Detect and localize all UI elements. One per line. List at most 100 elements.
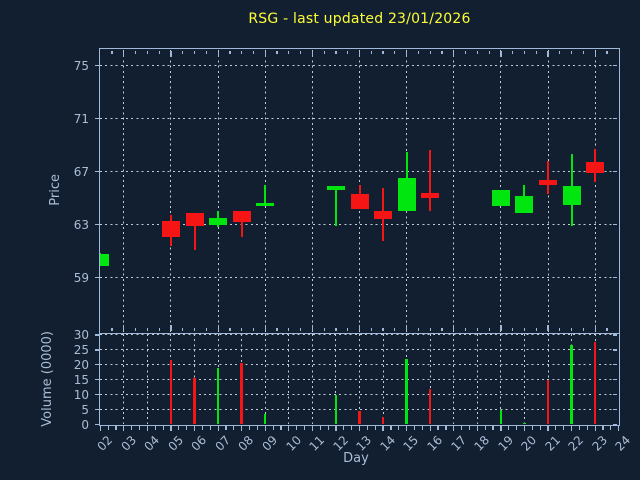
volume-bar-day-15 [405,358,408,425]
price-xtick-bottom [288,327,290,331]
candle-wick-day-21 [547,161,550,195]
candle-body-day-23 [586,162,605,174]
day-tick-mark [201,426,203,430]
day-tick-mark [351,426,353,430]
price-tick-mark [94,224,99,226]
price-xtick-top [205,51,207,55]
day-tick-mark [311,426,313,431]
day-tick-mark [209,426,211,430]
day-tick-mark [398,426,400,430]
candle-body-day-15 [397,178,416,212]
volume-panel [100,334,619,425]
volume-tick-mark [94,334,99,336]
candle-wick-day-16 [429,150,432,212]
price-xtick-top [288,51,290,55]
volume-tick-label: 10 [73,387,89,402]
price-xtick-top [453,51,455,57]
day-tick-mark [233,426,235,430]
price-tick-mark-right [613,171,618,173]
price-xtick-top [276,51,278,55]
volume-tick-label: 20 [73,357,89,372]
grid-line-v [217,49,219,333]
volume-bar-day-12 [334,394,338,425]
volume-bar-day-22 [570,345,573,425]
price-xtick-top [158,51,160,55]
volume-bar-day-16 [429,388,432,425]
price-xtick-top [571,51,573,55]
day-tick-mark [296,426,298,430]
price-tick-label: 67 [73,164,89,179]
price-xtick-top [182,51,184,55]
grid-line-v [146,334,148,425]
price-xtick-bottom [347,327,349,331]
volume-tick-label: 15 [73,372,89,387]
day-tick-mark [578,426,581,430]
day-tick-mark [280,426,282,430]
price-xtick-bottom [394,327,396,331]
candle-body-day-22 [562,186,581,205]
price-xtick-top [441,51,443,55]
price-xtick-bottom [441,327,443,331]
grid-line-v [453,49,455,333]
day-tick-mark [571,426,573,431]
volume-tick-mark [94,423,99,426]
price-xtick-top [111,51,113,55]
grid-line-v [288,334,290,425]
grid-line-v [123,334,125,425]
price-xtick-top [217,51,219,57]
price-xtick-top [476,51,478,55]
day-tick-mark [107,426,109,430]
day-tick-mark [484,426,486,430]
price-tick-mark-right [613,224,618,226]
day-tick-mark [123,426,125,431]
price-xtick-bottom [358,325,361,331]
price-tick-mark [94,171,99,173]
candle-wick-day-9 [264,184,267,205]
price-tick-mark [94,118,99,120]
volume-tick-mark-right [613,379,618,381]
day-tick-mark [539,426,541,430]
day-tick-mark [288,426,290,431]
price-xtick-bottom [158,327,160,331]
candle-body-day-21 [539,179,558,185]
day-tick-label: 24 [612,432,634,454]
candle-wick-day-6 [193,212,196,250]
x-axis-label: Day [343,451,369,466]
volume-tick-mark-right [613,349,618,351]
day-tick-mark [523,426,526,431]
volume-tick-label: 5 [81,402,89,417]
price-xtick-bottom [311,325,313,331]
price-tick-mark-right [613,277,618,279]
price-xtick-top [500,51,502,57]
candle-body-day-12 [326,186,345,191]
price-xtick-bottom [606,327,608,331]
day-tick-mark [358,426,361,431]
price-xtick-top [594,51,596,57]
price-xtick-bottom [205,327,207,331]
day-tick-mark [500,426,502,431]
price-xtick-top [582,51,584,55]
grid-line-v [453,334,455,425]
candle-body-day-16 [421,192,440,199]
day-tick-mark [461,426,463,430]
grid-line-v [311,334,313,425]
day-tick-mark [248,426,251,430]
grid-line-v [523,334,525,425]
price-xtick-top [606,51,608,55]
price-xtick-top [358,51,361,57]
price-xtick-bottom [300,327,302,331]
price-xtick-top [311,51,313,57]
grid-line-v [311,49,313,333]
day-tick-mark [319,426,321,430]
price-xtick-top [523,51,526,55]
price-xtick-top [382,51,384,55]
candle-body-day-20 [515,195,534,213]
chart-title: RSG - last updated 23/01/2026 [248,11,471,27]
day-tick-mark [382,426,384,431]
price-tick-label: 63 [73,217,89,232]
day-tick-mark [162,426,164,430]
day-tick-mark [508,426,510,430]
candle-wick-day-12 [334,186,337,227]
grid-line-v [359,334,361,425]
day-tick-mark [256,426,258,430]
